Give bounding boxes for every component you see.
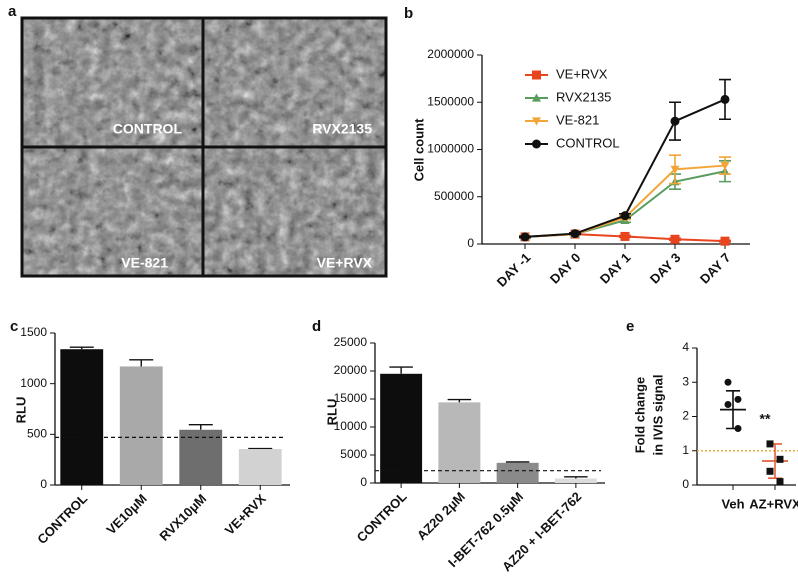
y-tick-label: 3 — [682, 374, 689, 388]
marker — [724, 378, 732, 386]
y-axis-label: RLU — [13, 397, 28, 424]
legend-label: RVX2135 — [556, 89, 611, 104]
marker — [766, 467, 774, 475]
bar — [438, 402, 481, 483]
legend-label: VE+RVX — [556, 66, 608, 81]
y-axis-label: Fold change — [632, 377, 647, 454]
y-tick-label: 1000000 — [427, 142, 474, 156]
bar — [238, 449, 282, 485]
y-tick-label: 20000 — [334, 363, 368, 377]
legend-label: VE-821 — [556, 112, 599, 127]
y-tick-label: 0 — [360, 475, 367, 489]
y-tick-label: 4 — [682, 340, 689, 354]
marker — [620, 231, 630, 241]
y-tick-label: 10000 — [334, 419, 368, 433]
marker — [720, 236, 730, 246]
x-tick-label: RVX10μM — [156, 491, 209, 544]
y-axis-label: Cell count — [411, 118, 426, 182]
x-tick-label: Veh — [721, 496, 744, 511]
marker — [620, 211, 630, 221]
y-tick-label: 1 — [682, 443, 689, 457]
x-tick-label: DAY -1 — [494, 250, 534, 290]
y-axis-label: in IVIS signal — [650, 375, 665, 456]
bar — [60, 349, 104, 485]
bar — [554, 478, 597, 483]
y-tick-label: 500 — [27, 427, 47, 441]
micrograph-label: VE+RVX — [317, 255, 373, 271]
significance: ** — [760, 411, 771, 427]
error-bar — [447, 398, 472, 403]
marker — [776, 478, 784, 486]
y-tick-label: 1000 — [20, 376, 47, 390]
bar — [179, 429, 223, 485]
error-bar — [129, 359, 154, 367]
micrograph-grid: CONTROL RVX2135 VE-821 VE+RVX — [20, 16, 388, 278]
bar — [119, 366, 163, 485]
marker — [734, 395, 742, 403]
marker — [520, 232, 530, 242]
marker — [720, 161, 730, 171]
x-tick-label: CONTROL — [354, 489, 410, 545]
marker — [776, 455, 784, 463]
micrograph-label: CONTROL — [113, 121, 183, 137]
micrograph-label: RVX2135 — [312, 121, 372, 137]
panel-letter: b — [404, 5, 413, 22]
marker — [724, 401, 732, 409]
error-bar — [69, 346, 94, 350]
y-tick-label: 2 — [682, 409, 689, 423]
y-tick-label: 1500 — [20, 325, 47, 339]
error-bar — [505, 461, 530, 463]
x-tick-label: DAY 7 — [697, 250, 734, 287]
y-axis-label: RLU — [324, 399, 339, 426]
bar — [496, 462, 539, 483]
marker — [532, 117, 541, 126]
error-bar — [188, 424, 213, 430]
error-bar — [389, 366, 413, 374]
x-tick-label: DAY 0 — [547, 250, 584, 287]
y-tick-label: 0 — [682, 477, 689, 491]
marker — [670, 116, 680, 126]
marker — [734, 424, 742, 432]
legend-label: CONTROL — [556, 135, 620, 150]
x-tick-label: VE10μM — [103, 491, 149, 537]
marker — [720, 94, 730, 104]
panel-letter: e — [626, 318, 634, 335]
y-tick-label: 0 — [467, 236, 474, 250]
panel-letter: c — [10, 318, 18, 335]
x-tick-label: VE+RVX — [222, 491, 269, 538]
marker — [532, 70, 541, 80]
x-tick-label: CONTROL — [34, 491, 90, 547]
error-bar — [248, 447, 273, 450]
y-tick-label: 5000 — [340, 447, 367, 461]
y-tick-label: 2000000 — [427, 47, 474, 61]
marker — [570, 229, 580, 239]
x-tick-label: DAY 3 — [647, 250, 684, 287]
marker — [766, 440, 774, 448]
y-tick-label: 1500000 — [427, 94, 474, 108]
error-bar — [564, 476, 588, 479]
y-tick-label: 0 — [40, 477, 47, 491]
x-tick-label: AZ20 2μM — [414, 489, 468, 543]
marker — [532, 93, 541, 102]
micrograph-label: VE-821 — [121, 255, 168, 271]
marker — [532, 139, 541, 149]
panel-letter: a — [8, 3, 17, 20]
bar — [380, 373, 423, 483]
marker — [670, 165, 680, 174]
line — [524, 164, 726, 238]
x-tick-label: AZ+RVX — [749, 496, 798, 511]
y-tick-label: 500000 — [434, 189, 474, 203]
panel-letter: d — [312, 318, 321, 335]
x-tick-label: DAY 1 — [597, 250, 634, 287]
marker — [670, 234, 680, 244]
y-tick-label: 15000 — [334, 391, 368, 405]
line — [524, 170, 726, 238]
y-tick-label: 25000 — [334, 335, 368, 349]
